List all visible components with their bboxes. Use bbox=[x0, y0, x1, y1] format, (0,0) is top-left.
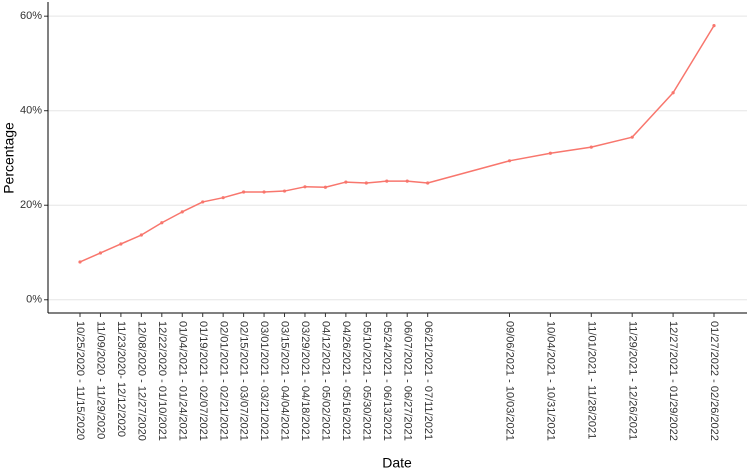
data-point bbox=[589, 145, 593, 149]
x-tick-label: 11/23/2020- 12/12/2020 bbox=[115, 321, 127, 437]
line-segment bbox=[406, 180, 429, 184]
line-segment bbox=[201, 196, 224, 203]
x-tick-label: 02/01/2021 - 02/21/2021 bbox=[217, 321, 229, 441]
line-segment bbox=[426, 160, 511, 184]
data-point bbox=[201, 200, 205, 204]
data-point bbox=[671, 91, 675, 95]
x-tick-label: 06/07/2021 - 06/27/2021 bbox=[401, 321, 413, 441]
line-segment bbox=[345, 181, 368, 184]
y-tick-label: 20% bbox=[20, 199, 42, 211]
data-point bbox=[119, 242, 123, 246]
data-point bbox=[98, 251, 103, 255]
x-axis-title: Date bbox=[382, 455, 412, 471]
x-tick-label: 10/25/2020 - 11/15/2020 bbox=[74, 321, 86, 440]
x-tick-label: 04/26/2021 - 05/16/2021 bbox=[340, 321, 352, 441]
data-point bbox=[344, 180, 348, 184]
x-tick-label: 12/08/2020 - 12/27/2020 bbox=[135, 321, 147, 441]
data-point bbox=[160, 221, 164, 225]
line-segment bbox=[549, 146, 593, 154]
data-point bbox=[630, 135, 634, 139]
x-tick-label: 12/22/2020 - 01/10/2021 bbox=[156, 321, 168, 441]
x-tick-label: 01/27/2022 - 02/26/2022 bbox=[708, 321, 720, 441]
line-segment bbox=[508, 152, 552, 162]
line-segment bbox=[365, 180, 388, 184]
line-segment bbox=[222, 191, 245, 199]
x-tick-label: 03/01/2021 - 03/21/2021 bbox=[258, 321, 270, 441]
x-tick-label: 03/15/2021 - 04/04/2021 bbox=[279, 321, 291, 441]
line-segment bbox=[324, 181, 347, 189]
x-tick-label: 11/01/2021 - 11/28/2021 bbox=[585, 321, 597, 439]
x-tick-label: 02/15/2021 - 03/07/2021 bbox=[238, 321, 250, 441]
data-point bbox=[242, 190, 246, 194]
data-point bbox=[385, 179, 389, 183]
y-tick-label: 60% bbox=[20, 10, 42, 22]
y-tick-label: 40% bbox=[20, 105, 42, 117]
line-segment bbox=[120, 234, 143, 245]
data-point bbox=[323, 185, 328, 189]
line-segment bbox=[263, 190, 286, 193]
line-segment bbox=[99, 243, 122, 254]
data-point bbox=[262, 190, 266, 194]
line-segment bbox=[590, 136, 633, 148]
line-segment bbox=[181, 201, 204, 213]
line-segment bbox=[79, 252, 102, 263]
data-point bbox=[364, 181, 368, 185]
data-point bbox=[78, 260, 82, 264]
x-tick-label: 11/09/2020 - 11/29/2020 bbox=[95, 321, 107, 439]
x-tick-label: 03/29/2021 - 04/18/2021 bbox=[299, 321, 311, 441]
y-tick-label: 0% bbox=[26, 294, 42, 306]
data-point bbox=[282, 189, 287, 193]
x-tick-label: 05/24/2021 - 06/13/2021 bbox=[381, 321, 393, 441]
data-point bbox=[548, 151, 552, 155]
x-tick-label: 10/04/2021 - 10/31/2021 bbox=[544, 321, 556, 441]
line-segment bbox=[161, 211, 184, 224]
x-tick-label: 06/21/2021 - 07/11/2021 bbox=[422, 321, 434, 440]
data-point bbox=[712, 24, 716, 28]
x-tick-label: 01/19/2021 - 02/07/2021 bbox=[197, 321, 209, 441]
line-segment bbox=[631, 91, 674, 138]
y-axis-title: Percentage bbox=[1, 122, 17, 194]
x-tick-label: 09/06/2021 - 10/03/2021 bbox=[504, 321, 516, 441]
data-point bbox=[180, 210, 184, 214]
x-tick-label: 12/27/2021 - 01/29/2022 bbox=[667, 321, 679, 441]
line-segment bbox=[672, 24, 715, 94]
data-point bbox=[426, 181, 430, 185]
x-tick-label: 11/29/2021 - 12/26/2021 bbox=[626, 321, 638, 440]
x-tick-label: 04/12/2021 - 05/02/2021 bbox=[320, 321, 332, 441]
data-point bbox=[507, 159, 512, 163]
x-tick-label: 05/10/2021 - 05/30/2021 bbox=[360, 321, 372, 441]
data-point bbox=[303, 185, 307, 189]
data-point bbox=[139, 233, 143, 237]
data-point bbox=[405, 179, 409, 183]
line-segment bbox=[283, 186, 306, 192]
data-point bbox=[221, 196, 225, 200]
line-segment bbox=[140, 221, 163, 236]
x-tick-label: 01/04/2021 - 01/24/2021 bbox=[176, 321, 188, 441]
